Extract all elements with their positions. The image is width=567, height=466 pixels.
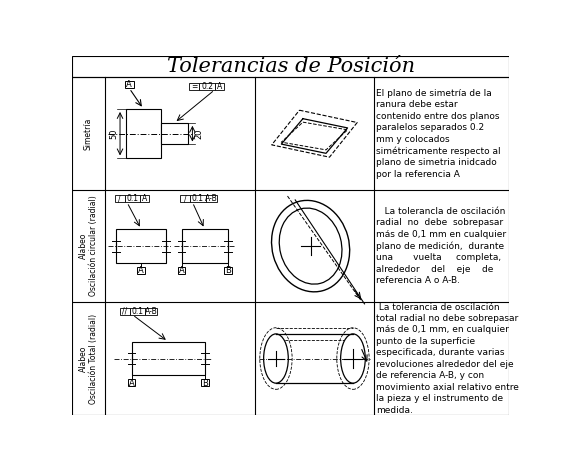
Text: //: // (122, 307, 128, 315)
Bar (116, 229, 166, 263)
Bar (178, 267, 185, 274)
Bar (205, 195, 217, 202)
Bar (115, 195, 125, 202)
Bar (126, 109, 161, 158)
Text: 0.2: 0.2 (201, 82, 213, 91)
Text: A: A (126, 80, 132, 89)
Bar (146, 308, 157, 315)
Bar (125, 195, 140, 202)
Ellipse shape (264, 334, 288, 383)
Bar (200, 83, 215, 90)
Bar (201, 379, 209, 386)
Text: A: A (138, 266, 144, 275)
Text: /: / (119, 194, 121, 203)
Text: Tolerancias de Posición: Tolerancias de Posición (167, 57, 414, 76)
Text: A: A (217, 82, 222, 91)
Bar (130, 308, 146, 315)
Text: La tolerancla de oscilación
radial  no  debe  sobrepasar
más de 0,1 mm en cualqu: La tolerancla de oscilación radial no de… (376, 207, 506, 285)
Bar (224, 267, 232, 274)
Bar (140, 195, 149, 202)
Text: B: B (202, 379, 208, 388)
Text: 0.1: 0.1 (126, 194, 138, 203)
Text: 50: 50 (109, 129, 119, 139)
Text: /: / (184, 194, 187, 203)
Text: A: A (179, 266, 184, 275)
Text: A-B: A-B (205, 194, 218, 203)
Bar (132, 342, 205, 376)
Text: A-B: A-B (145, 307, 158, 315)
Ellipse shape (341, 334, 365, 383)
Text: 0.1: 0.1 (192, 194, 204, 203)
Bar (215, 83, 224, 90)
Bar (120, 308, 130, 315)
Bar (128, 379, 136, 386)
Text: A: A (142, 194, 147, 203)
Bar (137, 267, 145, 274)
Text: 0.1: 0.1 (132, 307, 144, 315)
Text: Alabeo
Oscilación Total (radial): Alabeo Oscilación Total (radial) (79, 314, 98, 404)
Text: Simetría: Simetría (84, 117, 93, 150)
Text: A: A (129, 379, 134, 388)
Text: B: B (225, 266, 231, 275)
Bar (73, 56, 509, 77)
Text: Alabeo
Oscilación circular (radial): Alabeo Oscilación circular (radial) (79, 196, 98, 296)
Text: El plano de simetría de la
ranura debe estar
contenido entre dos planos
paralelo: El plano de simetría de la ranura debe e… (376, 89, 501, 178)
Bar (190, 195, 205, 202)
Text: =: = (191, 82, 197, 91)
Bar (180, 195, 190, 202)
Text: La tolerancia de oscilación
total radial no debe sobrepasar
más de 0,1 mm, en cu: La tolerancia de oscilación total radial… (376, 302, 519, 415)
Text: 20: 20 (194, 129, 203, 139)
Bar (161, 123, 188, 144)
Bar (181, 229, 228, 263)
Bar (125, 82, 134, 88)
Bar (189, 83, 200, 90)
